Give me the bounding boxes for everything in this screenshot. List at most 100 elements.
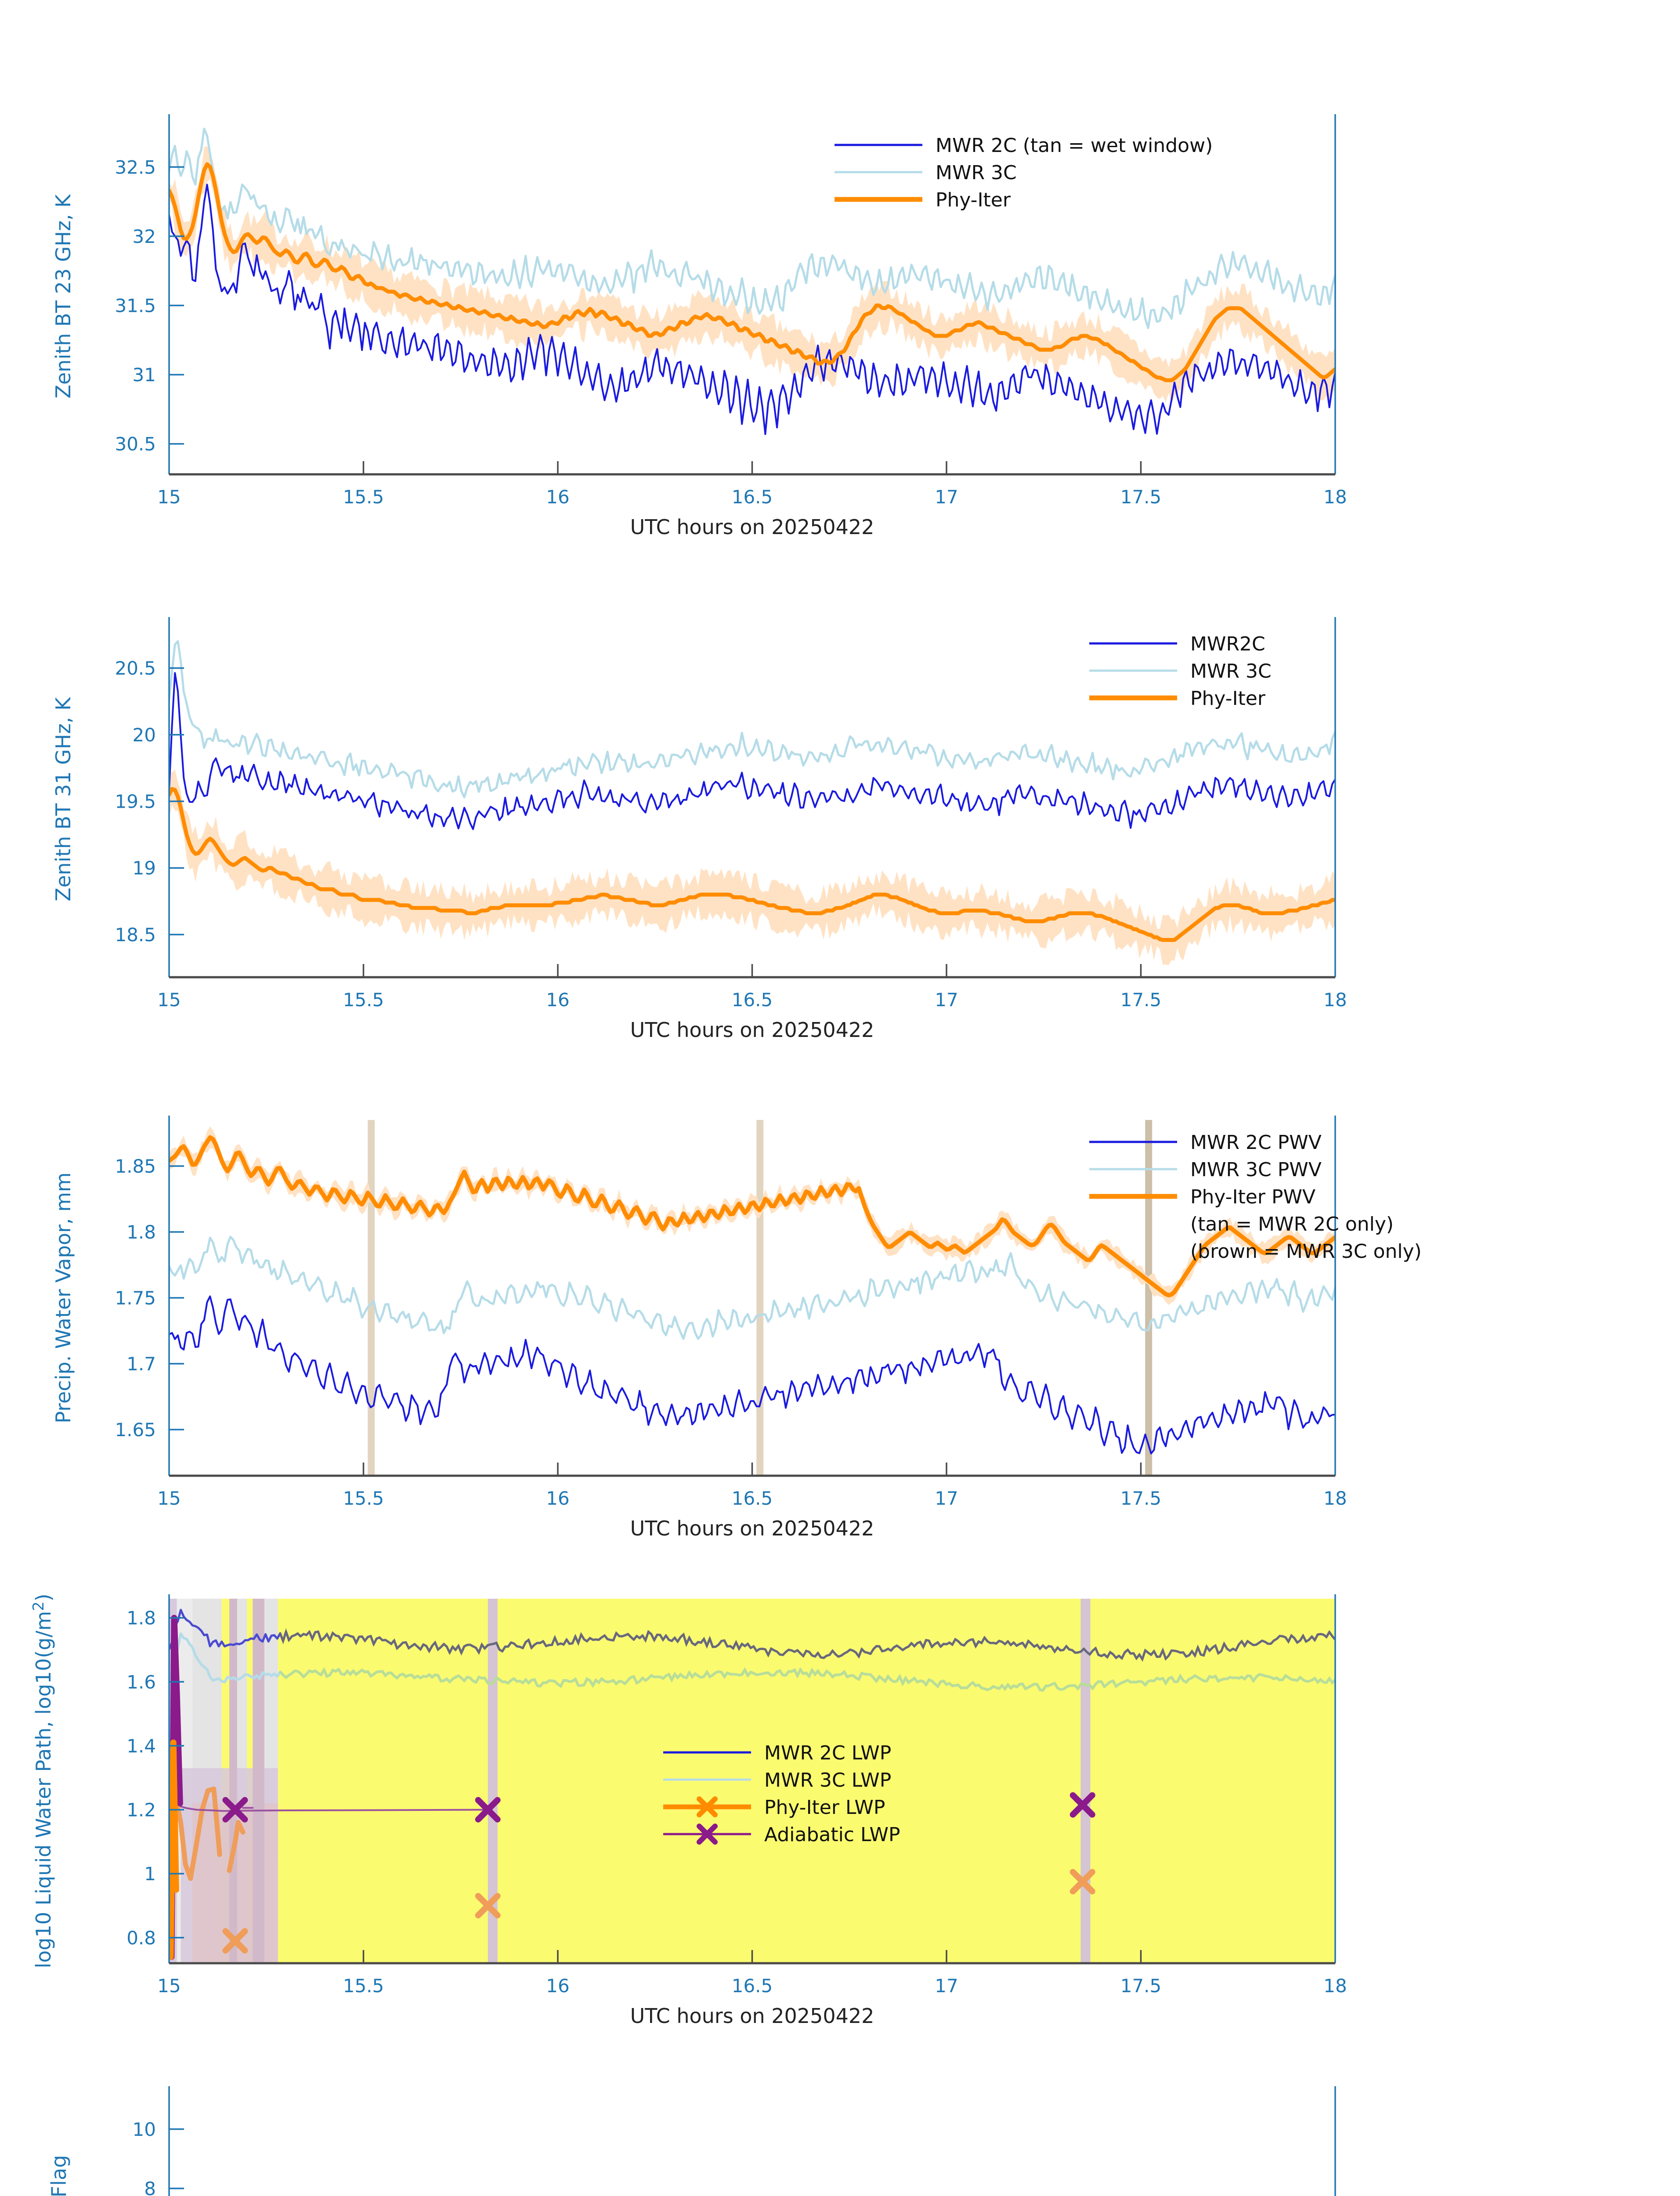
phyiter-spike bbox=[169, 1739, 179, 1960]
vertical-band bbox=[1145, 1120, 1153, 1476]
y-tick-label: 1.75 bbox=[115, 1287, 156, 1309]
y-tick-label: 1.2 bbox=[126, 1799, 156, 1821]
x-tick-label: 17.5 bbox=[1120, 1975, 1162, 1997]
data-marker-x bbox=[475, 1893, 501, 1918]
x-tick-label: 16 bbox=[546, 1488, 569, 1509]
chart-panel-panel-lwp: 0.8 1 1.2 1.4 1.6 1.8 15 15.5 16 16.5 17 17.5 18 UTC … bbox=[0, 1590, 1680, 2055]
legend-label: MWR 3C LWP bbox=[764, 1769, 891, 1791]
series-line-mwr2c-lwp-overlay bbox=[279, 1628, 1335, 1662]
uncertainty-band bbox=[169, 769, 1335, 965]
legend-label: MWR 2C (tan = wet window) bbox=[936, 134, 1213, 157]
legend: MWR2C MWR 3C Phy-Iter bbox=[1089, 633, 1272, 710]
legend: MWR 2C LWP MWR 3C LWP Phy-Iter LWP Adiabati… bbox=[663, 1742, 900, 1846]
svg-text:MWR Phy Iter DQ Flag: MWR Phy Iter DQ Flag bbox=[47, 2155, 71, 2196]
x-axis-title: UTC hours on 20250422 bbox=[630, 515, 874, 539]
x-tick-label: 18 bbox=[1323, 1488, 1347, 1509]
legend-label: Phy-Iter LWP bbox=[764, 1796, 885, 1819]
x-tick-label: 17.5 bbox=[1120, 1488, 1162, 1509]
legend-label: Phy-Iter bbox=[936, 189, 1011, 211]
legend-note: (tan = MWR 2C only) bbox=[1190, 1213, 1394, 1235]
legend-marker-x bbox=[697, 1824, 718, 1845]
y-tick-label: 32 bbox=[133, 226, 156, 247]
y-tick-label: 31 bbox=[133, 364, 156, 386]
x-tick-label: 18 bbox=[1323, 989, 1347, 1011]
y-tick-label: 1.4 bbox=[126, 1735, 156, 1757]
x-tick-label: 15 bbox=[157, 989, 181, 1011]
background-region bbox=[278, 1599, 1335, 1963]
background-region bbox=[488, 1599, 498, 1963]
y-axis-title: log10 Liquid Water Path, log10(g/m2) bbox=[30, 1593, 55, 1968]
data-marker-x bbox=[1069, 1869, 1095, 1895]
x-tick-label: 15.5 bbox=[343, 1975, 384, 1997]
x-tick-label: 16.5 bbox=[732, 989, 773, 1011]
data-marker-x bbox=[475, 1797, 501, 1823]
y-axis-title: Precip. Water Vapor, mm bbox=[51, 1172, 75, 1423]
y-axis-title: MWR Phy Iter DQ Flag bbox=[47, 2155, 71, 2196]
x-tick-label: 15.5 bbox=[343, 486, 384, 508]
background-region bbox=[229, 1599, 237, 1963]
legend-label: MWR2C bbox=[1190, 633, 1265, 655]
y-tick-label: 10 bbox=[133, 2119, 156, 2140]
uncertainty-band bbox=[169, 146, 1335, 403]
y-tick-label: 20.5 bbox=[115, 657, 156, 679]
svg-text:log10 Liquid Water Path, log10: log10 Liquid Water Path, log10(g/m2) bbox=[30, 1593, 55, 1968]
x-tick-label: 16 bbox=[546, 486, 569, 508]
series-line bbox=[169, 1135, 1335, 1297]
background-region bbox=[253, 1599, 264, 1963]
y-tick-label: 18.5 bbox=[115, 924, 156, 946]
chart-panel-panel-bt31: 18.5 19 19.5 20 20.5 15 15.5 16 16.5 17 17.5 18 UTC … bbox=[0, 613, 1680, 1078]
x-tick-label: 15.5 bbox=[343, 1488, 384, 1509]
y-tick-label: 0.8 bbox=[126, 1927, 156, 1949]
y-tick-label: 1.6 bbox=[126, 1671, 156, 1693]
vertical-band bbox=[756, 1120, 764, 1476]
x-tick-label: 16.5 bbox=[732, 486, 773, 508]
legend-label: Adiabatic LWP bbox=[764, 1824, 900, 1846]
legend-label: MWR 2C PWV bbox=[1190, 1131, 1322, 1154]
legend: MWR 2C PWV MWR 3C PWV Phy-Iter PWV (tan = M… bbox=[1089, 1131, 1422, 1263]
x-axis-title: UTC hours on 20250422 bbox=[630, 2004, 874, 2028]
legend-label: MWR 2C LWP bbox=[764, 1742, 891, 1764]
y-tick-label: 8 bbox=[144, 2178, 156, 2196]
x-tick-label: 17 bbox=[935, 989, 958, 1011]
series-line bbox=[169, 1235, 1335, 1340]
y-tick-label: 32.5 bbox=[115, 156, 156, 178]
x-tick-label: 16 bbox=[546, 1975, 569, 1997]
legend-marker-x bbox=[697, 1796, 718, 1817]
svg-text:Precip. Water Vapor, mm: Precip. Water Vapor, mm bbox=[51, 1172, 75, 1423]
chart-panel-panel-pwv: 1.65 1.7 1.75 1.8 1.85 15 15.5 16 16.5 17 17.5 18 UT… bbox=[0, 1111, 1680, 1577]
y-tick-label: 1.8 bbox=[126, 1221, 156, 1243]
x-tick-label: 16.5 bbox=[732, 1975, 773, 1997]
y-axis-title: Zenith BT 31 GHz, K bbox=[51, 697, 75, 902]
series-line bbox=[169, 184, 1335, 435]
x-tick-label: 18 bbox=[1323, 1975, 1347, 1997]
data-marker-x bbox=[1069, 1792, 1095, 1818]
x-axis-title: UTC hours on 20250422 bbox=[630, 1018, 874, 1042]
uncertainty-band bbox=[169, 1126, 1335, 1305]
x-tick-label: 16 bbox=[546, 989, 569, 1011]
y-tick-label: 20 bbox=[133, 724, 156, 746]
series-line-phyiter-lwp-seg2 bbox=[227, 1820, 246, 1873]
x-tick-label: 17 bbox=[935, 486, 958, 508]
y-tick-label: 1 bbox=[144, 1863, 156, 1885]
legend-label: MWR 3C PWV bbox=[1190, 1159, 1322, 1181]
y-tick-label: 31.5 bbox=[115, 295, 156, 316]
y-tick-label: 1.7 bbox=[126, 1353, 156, 1375]
legend-note: (brown = MWR 3C only) bbox=[1190, 1240, 1422, 1263]
y-tick-label: 19 bbox=[133, 857, 156, 879]
x-tick-label: 15 bbox=[157, 1488, 181, 1509]
x-tick-label: 15.5 bbox=[343, 989, 384, 1011]
y-tick-label: 1.65 bbox=[115, 1419, 156, 1441]
data-marker-x bbox=[222, 1797, 248, 1823]
y-tick-label: 1.8 bbox=[126, 1607, 156, 1629]
series-line bbox=[169, 162, 1335, 383]
x-tick-label: 17.5 bbox=[1120, 989, 1162, 1011]
series-line bbox=[169, 640, 1335, 798]
x-tick-label: 16.5 bbox=[732, 1488, 773, 1509]
series-line bbox=[169, 787, 1335, 942]
data-marker-x bbox=[222, 1928, 248, 1954]
y-axis-title: Zenith BT 23 GHz, K bbox=[51, 194, 75, 399]
legend-label: MWR 3C bbox=[936, 162, 1017, 184]
y-tick-label: 1.85 bbox=[115, 1156, 156, 1177]
series-line-mwr3c-lwp-overlay bbox=[279, 1667, 1335, 1692]
